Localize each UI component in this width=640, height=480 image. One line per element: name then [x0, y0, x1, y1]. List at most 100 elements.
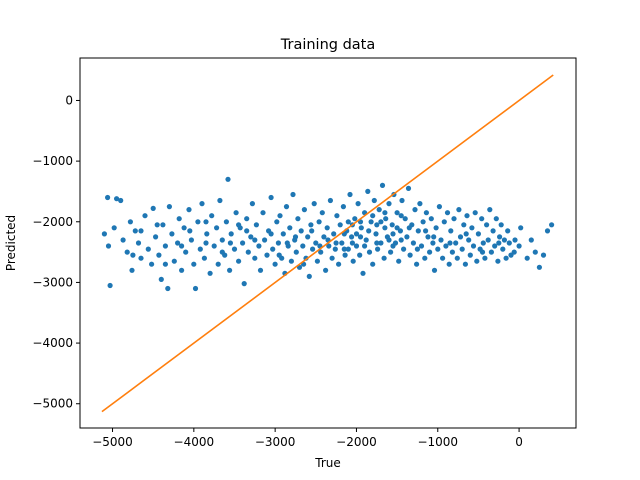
scatter-point: [503, 255, 509, 261]
scatter-point: [444, 210, 451, 216]
scatter-point: [316, 219, 322, 225]
scatter-point: [101, 231, 107, 237]
scatter-point: [404, 234, 410, 240]
scatter-point: [396, 258, 402, 264]
scatter-point: [331, 231, 337, 237]
scatter-point: [201, 255, 207, 261]
scatter-point: [236, 222, 242, 228]
scatter-point: [505, 228, 511, 234]
scatter-point: [378, 219, 384, 225]
scatter-point: [138, 228, 144, 234]
scatter-point: [488, 249, 494, 255]
scatter-point: [175, 240, 181, 246]
scatter-point: [487, 207, 493, 213]
scatter-point: [544, 228, 551, 234]
scatter-point: [436, 204, 442, 210]
scatter-point: [181, 225, 187, 231]
scatter-point: [394, 210, 400, 216]
scatter-point: [443, 243, 449, 249]
scatter-point: [386, 201, 392, 207]
scatter-point: [323, 267, 329, 273]
scatter-point: [129, 267, 135, 273]
scatter-point: [336, 261, 342, 267]
scatter-point: [467, 252, 473, 258]
scatter-point: [145, 246, 151, 252]
scatter-point: [493, 216, 499, 222]
scatter-point: [318, 249, 324, 255]
scatter-point: [459, 246, 465, 252]
scatter-point: [464, 213, 470, 219]
scatter-point: [326, 243, 332, 249]
scatter-point: [536, 264, 543, 270]
scatter-point: [401, 246, 407, 252]
scatter-point: [150, 205, 156, 211]
scatter-point: [357, 234, 364, 240]
scatter-point: [252, 237, 258, 243]
scatter-point: [549, 222, 555, 228]
scatter-point: [197, 246, 203, 252]
scatter-point: [480, 240, 486, 246]
scatter-point: [188, 237, 194, 243]
scatter-point: [470, 243, 477, 249]
scatter-point: [166, 204, 172, 210]
scatter-point: [360, 270, 366, 276]
scatter-point: [162, 261, 168, 267]
scatter-point: [461, 222, 467, 228]
scatter-point: [417, 201, 423, 207]
y-tick-label: −1000: [32, 154, 73, 168]
scatter-point: [451, 216, 457, 222]
plot-frame: [79, 57, 577, 429]
scatter-point: [441, 219, 447, 225]
scatter-point: [199, 201, 205, 207]
scatter-point: [298, 228, 304, 234]
scatter-point: [120, 237, 126, 243]
scatter-point: [334, 213, 340, 219]
scatter-point: [430, 240, 436, 246]
scatter-point: [333, 240, 339, 246]
scatter-point: [277, 213, 283, 219]
y-tick-label: −5000: [32, 397, 73, 411]
scatter-point: [405, 185, 412, 191]
scatter-point: [347, 191, 353, 198]
scatter-point: [407, 252, 413, 258]
scatter-point: [449, 249, 455, 255]
scatter-point: [431, 267, 438, 273]
scatter-point: [381, 255, 387, 261]
scatter-point: [349, 234, 355, 240]
scatter-point: [314, 258, 320, 264]
scatter-point: [321, 234, 327, 240]
scatter-point: [192, 285, 199, 292]
scatter-point: [319, 210, 325, 216]
scatter-point: [253, 222, 259, 228]
scatter-point: [479, 216, 485, 222]
scatter-point: [497, 234, 503, 240]
scatter-point: [382, 210, 388, 216]
scatter-point: [203, 219, 209, 225]
scatter-point: [293, 249, 299, 255]
scatter-point: [379, 182, 386, 188]
scatter-point: [423, 228, 429, 234]
y-axis-ticks: −5000 −4000 −3000 −2000 −1000 0: [32, 93, 80, 411]
scatter-point: [524, 255, 530, 261]
scatter-point: [215, 261, 221, 267]
scatter-point: [236, 258, 242, 264]
scatter-point: [383, 216, 389, 222]
y-tick-label: −4000: [32, 336, 73, 350]
scatter-point: [186, 207, 192, 213]
scatter-point: [456, 207, 462, 213]
scatter-point: [211, 243, 217, 249]
scatter-point: [295, 216, 301, 222]
scatter-point: [390, 243, 396, 249]
scatter-point: [512, 237, 518, 243]
scatter-point: [495, 258, 501, 264]
scatter-point: [366, 228, 372, 234]
scatter-point: [171, 258, 177, 264]
scatter-point: [233, 210, 239, 216]
scatter-point: [374, 240, 380, 246]
scatter-point: [386, 237, 392, 243]
scatter-point: [176, 216, 182, 222]
scatter-point: [209, 213, 215, 219]
scatter-point: [204, 231, 210, 237]
scatter-point: [195, 219, 201, 225]
scatter-point: [378, 240, 384, 246]
